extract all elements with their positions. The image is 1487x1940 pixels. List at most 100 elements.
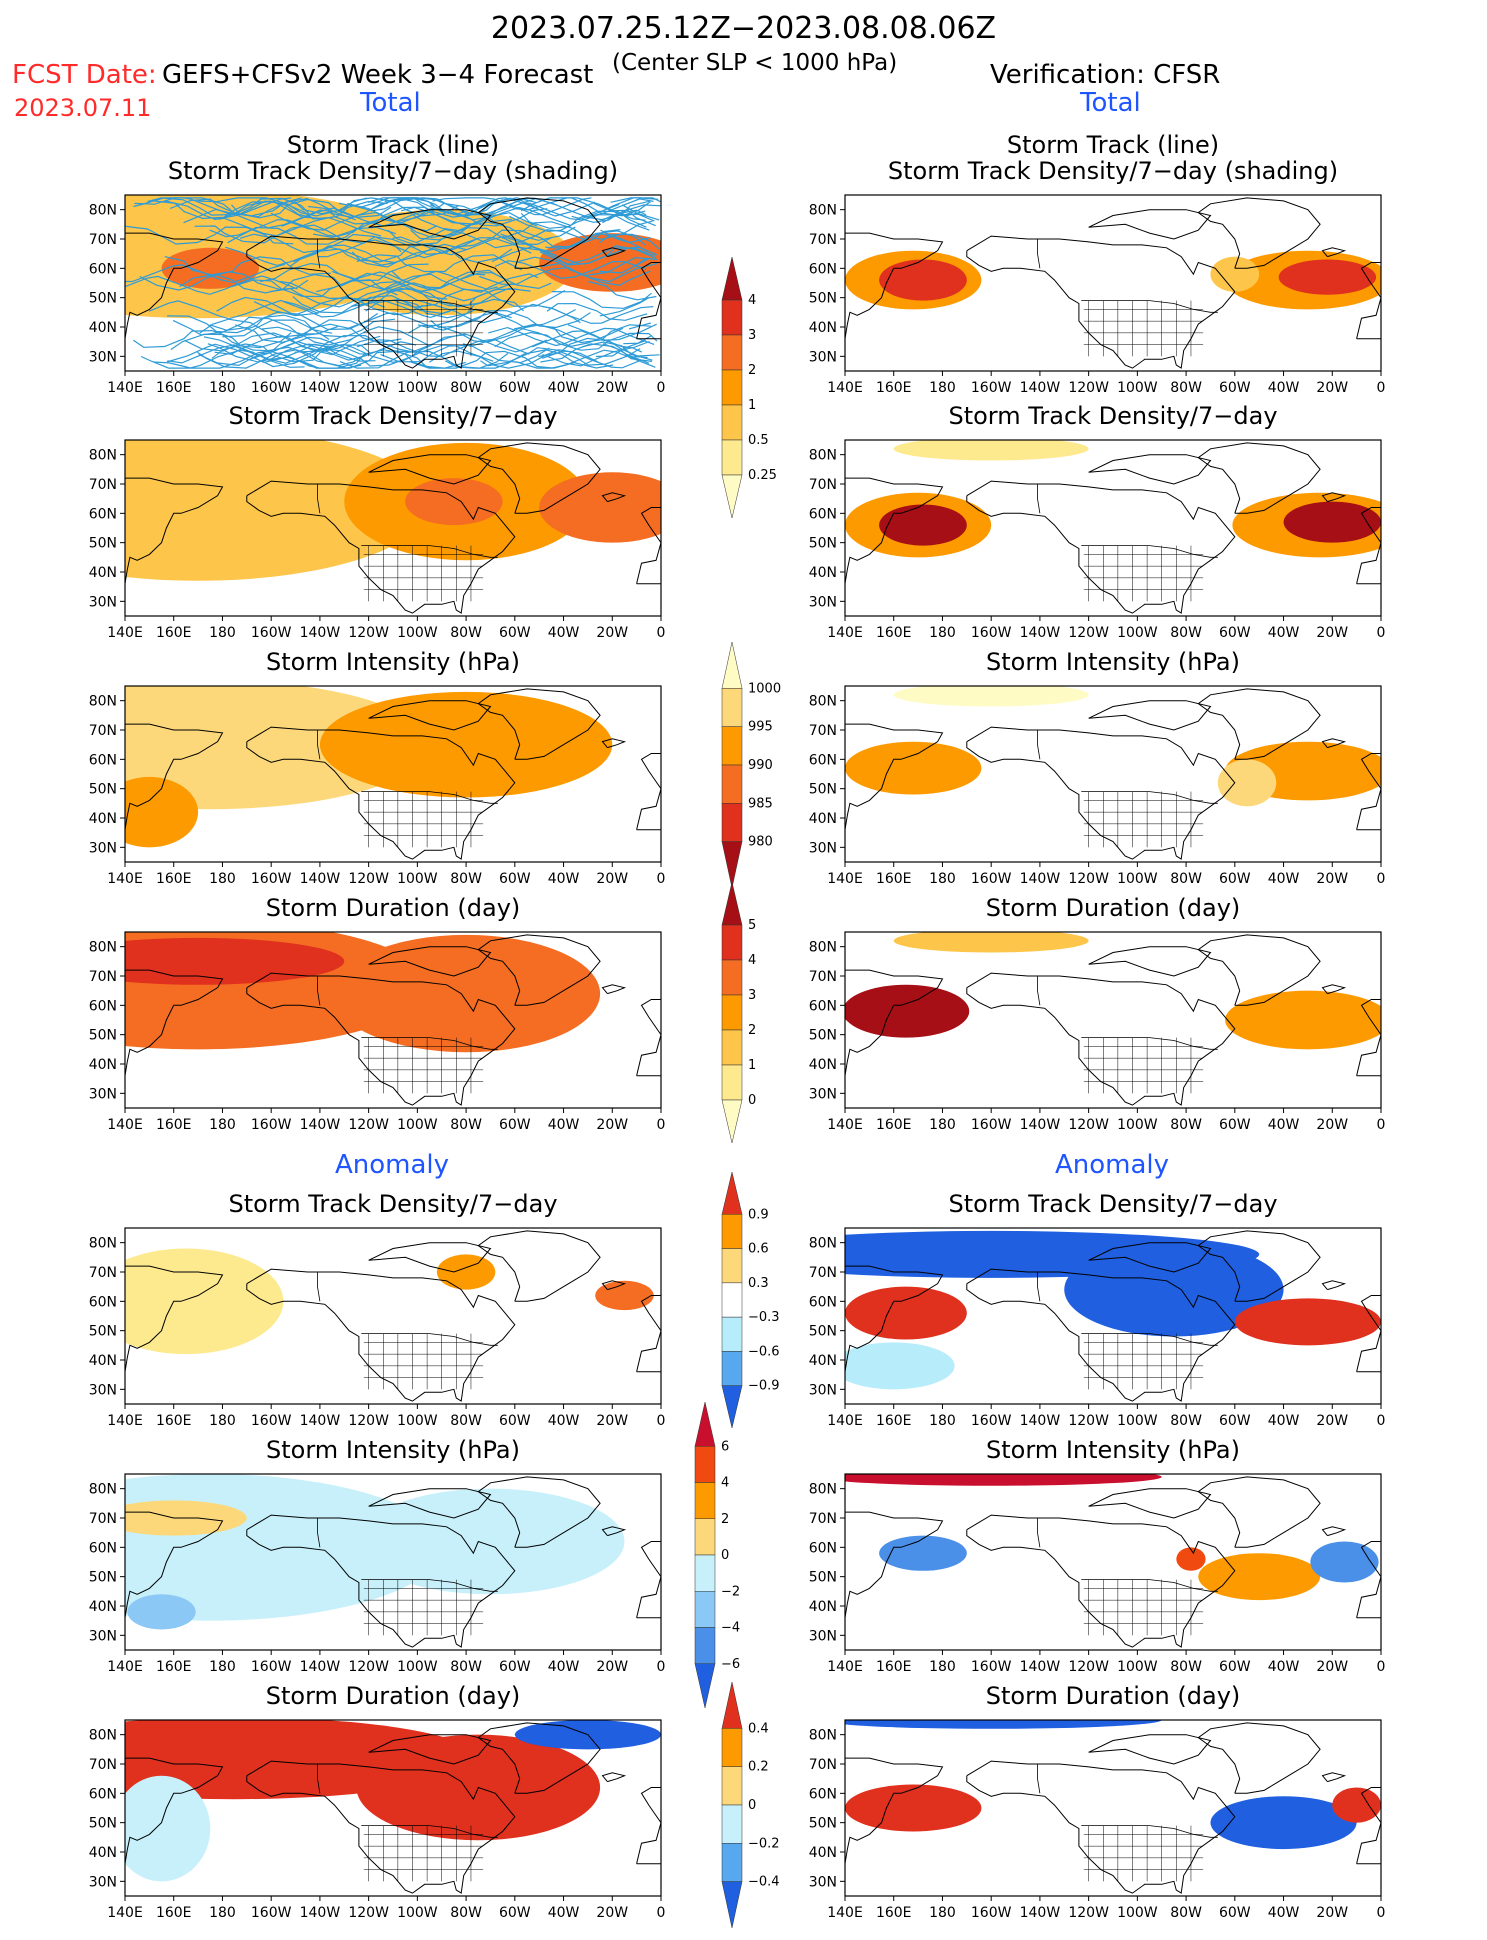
- lon-tick-label: 80W: [1170, 1659, 1202, 1675]
- lon-tick-label: 60W: [1219, 380, 1251, 396]
- panel-title: Storm Duration (day): [265, 894, 521, 922]
- colorbar-label: 0.3: [748, 1276, 769, 1291]
- lat-tick-label: 30N: [89, 840, 117, 856]
- lon-tick-label: 100W: [397, 1905, 438, 1921]
- coastline: [966, 1268, 1236, 1402]
- shaded-region: [1198, 1553, 1321, 1601]
- coastline: [246, 1268, 516, 1402]
- lon-tick-label: 160W: [971, 871, 1012, 887]
- map-subtitle: (Center SLP < 1000 hPa): [612, 50, 898, 76]
- forecast-model: GEFS+CFSv2 Week 3−4 Forecast: [162, 60, 594, 90]
- panel-title: Storm Intensity (hPa): [986, 648, 1240, 676]
- map-frame: [844, 685, 1382, 863]
- storm-track-line: [430, 197, 596, 217]
- lon-tick-label: 160E: [876, 1413, 912, 1429]
- lon-tick-label: 140E: [827, 380, 863, 396]
- lon-tick-label: 100W: [397, 871, 438, 887]
- lat-tick-label: 40N: [809, 1057, 837, 1073]
- coastline: [1197, 688, 1321, 760]
- lat-tick-label: 30N: [809, 1382, 837, 1398]
- lon-tick-label: 180: [209, 1659, 236, 1675]
- border-line: [1081, 300, 1218, 313]
- storm-track-line: [262, 326, 429, 346]
- storm-track-line: [520, 210, 647, 229]
- storm-track-line: [633, 257, 648, 267]
- lon-tick-label: 80W: [1170, 871, 1202, 887]
- storm-track-line: [391, 269, 552, 290]
- storm-track-line: [211, 343, 371, 363]
- coastline: [246, 1760, 516, 1894]
- border-line: [317, 1764, 321, 1794]
- lat-tick-label: 80N: [809, 694, 837, 710]
- lon-tick-label: 20W: [1316, 871, 1348, 887]
- lat-tick-label: 30N: [89, 1628, 117, 1644]
- colorbar-label: 980: [748, 835, 773, 850]
- storm-track-line: [134, 197, 302, 217]
- coastline: [1197, 197, 1321, 269]
- storm-track-line: [323, 343, 494, 363]
- section-total-right: Total: [1080, 88, 1141, 118]
- map-frame: [124, 1473, 662, 1651]
- storm-track-line: [317, 238, 476, 259]
- map-frame: [844, 1473, 1382, 1651]
- lat-tick-label: 50N: [809, 1816, 837, 1832]
- colorbar-duration-anom: 0.4 0.2 0 −0.2 −0.4: [721, 1681, 780, 1929]
- lon-tick-label: 120W: [1068, 1905, 1109, 1921]
- coastline: [601, 1280, 627, 1291]
- coastline: [845, 1757, 944, 1864]
- lon-tick-label: 40W: [548, 625, 580, 641]
- shaded-region: [127, 1594, 196, 1630]
- map-panel-r3: 140E 160E 180 160W 140W 120W 100W 80W 60W 40W 20W 0…: [809, 685, 1385, 887]
- shaded-region: [845, 741, 982, 795]
- map-frame: [844, 439, 1382, 617]
- colorbar-label: −0.4: [748, 1875, 780, 1890]
- lat-tick-label: 60N: [89, 506, 117, 522]
- border-line: [1037, 730, 1041, 760]
- border-line: [361, 1333, 498, 1346]
- lon-tick-label: 100W: [397, 625, 438, 641]
- lon-tick-label: 40W: [548, 1117, 580, 1133]
- lon-tick-label: 180: [209, 1905, 236, 1921]
- colorbar-swatch: [694, 1446, 716, 1483]
- colorbar-label: 5: [748, 918, 756, 933]
- lat-tick-label: 80N: [89, 1728, 117, 1744]
- lon-tick-label: 60W: [499, 1905, 531, 1921]
- shaded-region: [845, 1720, 1162, 1729]
- lat-tick-label: 30N: [89, 1874, 117, 1890]
- coastline: [845, 723, 944, 830]
- lon-tick-label: 60W: [499, 1413, 531, 1429]
- lat-tick-label: 30N: [809, 1086, 837, 1102]
- map-panel-l6: 140E 160E 180 160W 140W 120W 100W 80W 60W 40W 20W 0…: [89, 1473, 665, 1675]
- storm-track-line: [410, 221, 576, 241]
- shaded-region: [1176, 1547, 1206, 1571]
- coastline: [1197, 1476, 1321, 1548]
- lon-tick-label: 180: [209, 1117, 236, 1133]
- shaded-region: [1278, 259, 1377, 295]
- lon-tick-label: 20W: [596, 380, 628, 396]
- storm-track-line: [133, 329, 292, 349]
- coastline: [601, 492, 627, 503]
- shaded-region: [845, 1474, 1162, 1486]
- colorbar-swatch: [721, 1728, 743, 1767]
- storm-track-line: [148, 299, 319, 320]
- border-line: [317, 484, 321, 514]
- lat-tick-label: 30N: [809, 1628, 837, 1644]
- lat-tick-label: 30N: [809, 1874, 837, 1890]
- lon-tick-label: 80W: [1170, 625, 1202, 641]
- shaded-region: [1332, 1787, 1381, 1823]
- colorbar-swatch: [721, 726, 743, 766]
- lat-tick-label: 70N: [89, 1265, 117, 1281]
- lat-tick-label: 80N: [809, 1728, 837, 1744]
- storm-track-line: [350, 197, 524, 216]
- coastline: [368, 1242, 492, 1273]
- shaded-region: [845, 1342, 955, 1390]
- lon-tick-label: 20W: [596, 1413, 628, 1429]
- border-line: [361, 1579, 498, 1592]
- storm-track-line: [313, 218, 483, 239]
- lon-tick-label: 140W: [1020, 380, 1061, 396]
- coastline: [1356, 1787, 1381, 1865]
- storm-track-line: [610, 197, 659, 203]
- lon-tick-label: 0: [657, 625, 666, 641]
- lat-tick-label: 40N: [809, 1845, 837, 1861]
- lat-tick-label: 70N: [809, 1757, 837, 1773]
